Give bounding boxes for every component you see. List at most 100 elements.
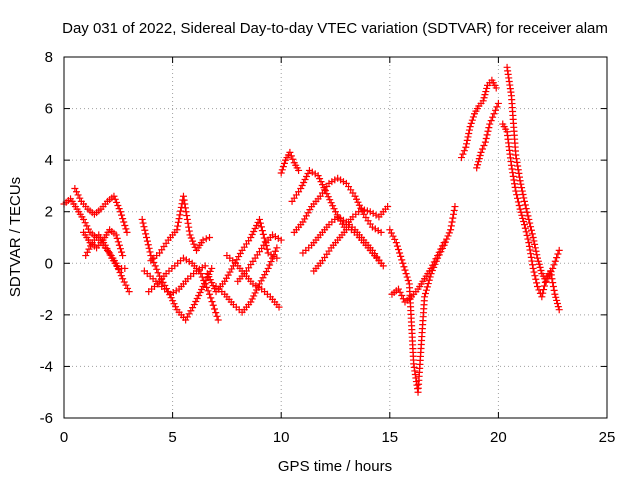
data-point xyxy=(459,150,467,158)
data-point xyxy=(253,221,261,229)
data-point xyxy=(482,88,490,96)
series-trace-w xyxy=(503,63,563,285)
data-point xyxy=(201,262,209,270)
data-point xyxy=(396,288,404,296)
data-point xyxy=(483,131,491,139)
data-point xyxy=(482,134,490,142)
data-point xyxy=(401,266,409,274)
data-point xyxy=(114,202,122,210)
data-point xyxy=(262,268,270,276)
data-point xyxy=(264,264,272,272)
data-point xyxy=(463,136,471,144)
data-point xyxy=(273,244,281,252)
data-point xyxy=(402,270,410,278)
data-point xyxy=(266,261,274,269)
data-point xyxy=(324,193,332,201)
data-point xyxy=(516,177,524,185)
data-point xyxy=(212,309,220,317)
data-point xyxy=(527,226,535,234)
data-point xyxy=(120,218,128,226)
data-point xyxy=(233,256,241,264)
data-point xyxy=(74,191,82,199)
data-point xyxy=(170,300,178,308)
data-point xyxy=(549,282,557,290)
data-point xyxy=(514,166,522,174)
data-point xyxy=(533,251,541,259)
x-tick-label: 10 xyxy=(273,429,290,446)
data-point xyxy=(198,273,206,281)
data-point xyxy=(515,173,523,181)
data-point xyxy=(301,175,309,183)
data-point xyxy=(257,223,265,231)
data-point xyxy=(515,169,523,177)
data-point xyxy=(357,204,365,212)
data-point xyxy=(534,257,542,265)
data-point xyxy=(519,191,527,199)
data-point xyxy=(550,286,558,294)
data-point xyxy=(535,260,543,268)
data-point xyxy=(389,232,397,240)
data-point xyxy=(435,248,443,256)
data-point xyxy=(145,244,153,252)
series-trace-v xyxy=(499,120,563,314)
data-point xyxy=(480,94,488,102)
data-point xyxy=(517,180,525,188)
data-point xyxy=(449,214,457,222)
data-points xyxy=(60,63,563,396)
data-point xyxy=(444,232,452,240)
data-point xyxy=(525,239,533,247)
data-point xyxy=(355,201,363,209)
data-point xyxy=(208,298,216,306)
data-point xyxy=(354,198,362,206)
data-point xyxy=(275,303,283,311)
data-point xyxy=(443,235,451,243)
data-point xyxy=(474,158,482,166)
data-point xyxy=(523,231,531,239)
data-point xyxy=(118,211,126,219)
data-point xyxy=(175,215,183,223)
data-point xyxy=(533,282,541,290)
data-point xyxy=(515,202,523,210)
data-point xyxy=(193,295,201,303)
data-point xyxy=(84,225,92,233)
data-point xyxy=(120,278,128,286)
data-point xyxy=(199,236,207,244)
data-point xyxy=(512,151,520,159)
series-trace-g xyxy=(147,192,214,265)
data-point xyxy=(115,205,123,213)
data-point xyxy=(314,172,322,180)
y-tick-label: -6 xyxy=(40,410,53,427)
data-point xyxy=(533,254,541,262)
data-point xyxy=(476,152,484,160)
data-point xyxy=(537,267,545,275)
data-point xyxy=(398,256,406,264)
data-point xyxy=(542,277,550,285)
series-trace-t xyxy=(457,76,500,162)
data-point xyxy=(113,234,121,242)
data-point xyxy=(303,172,311,180)
data-point xyxy=(485,124,493,132)
data-point xyxy=(148,255,156,263)
data-point xyxy=(210,305,218,313)
data-point xyxy=(424,280,432,288)
data-point xyxy=(512,187,520,195)
data-point xyxy=(538,293,546,301)
data-point xyxy=(552,293,560,301)
data-point xyxy=(113,198,121,206)
data-point xyxy=(536,263,544,271)
data-point xyxy=(430,258,438,266)
y-tick-label: -2 xyxy=(40,307,53,324)
data-point xyxy=(399,259,407,267)
data-point xyxy=(258,227,266,235)
data-point xyxy=(518,184,526,192)
data-point xyxy=(235,253,243,261)
series-trace-p xyxy=(299,213,385,267)
data-point xyxy=(267,258,275,266)
data-point xyxy=(118,248,126,256)
data-point xyxy=(146,248,154,256)
data-point xyxy=(180,196,188,204)
data-point xyxy=(540,286,548,294)
data-point xyxy=(516,205,524,213)
data-point xyxy=(139,219,147,227)
data-point xyxy=(514,198,522,206)
